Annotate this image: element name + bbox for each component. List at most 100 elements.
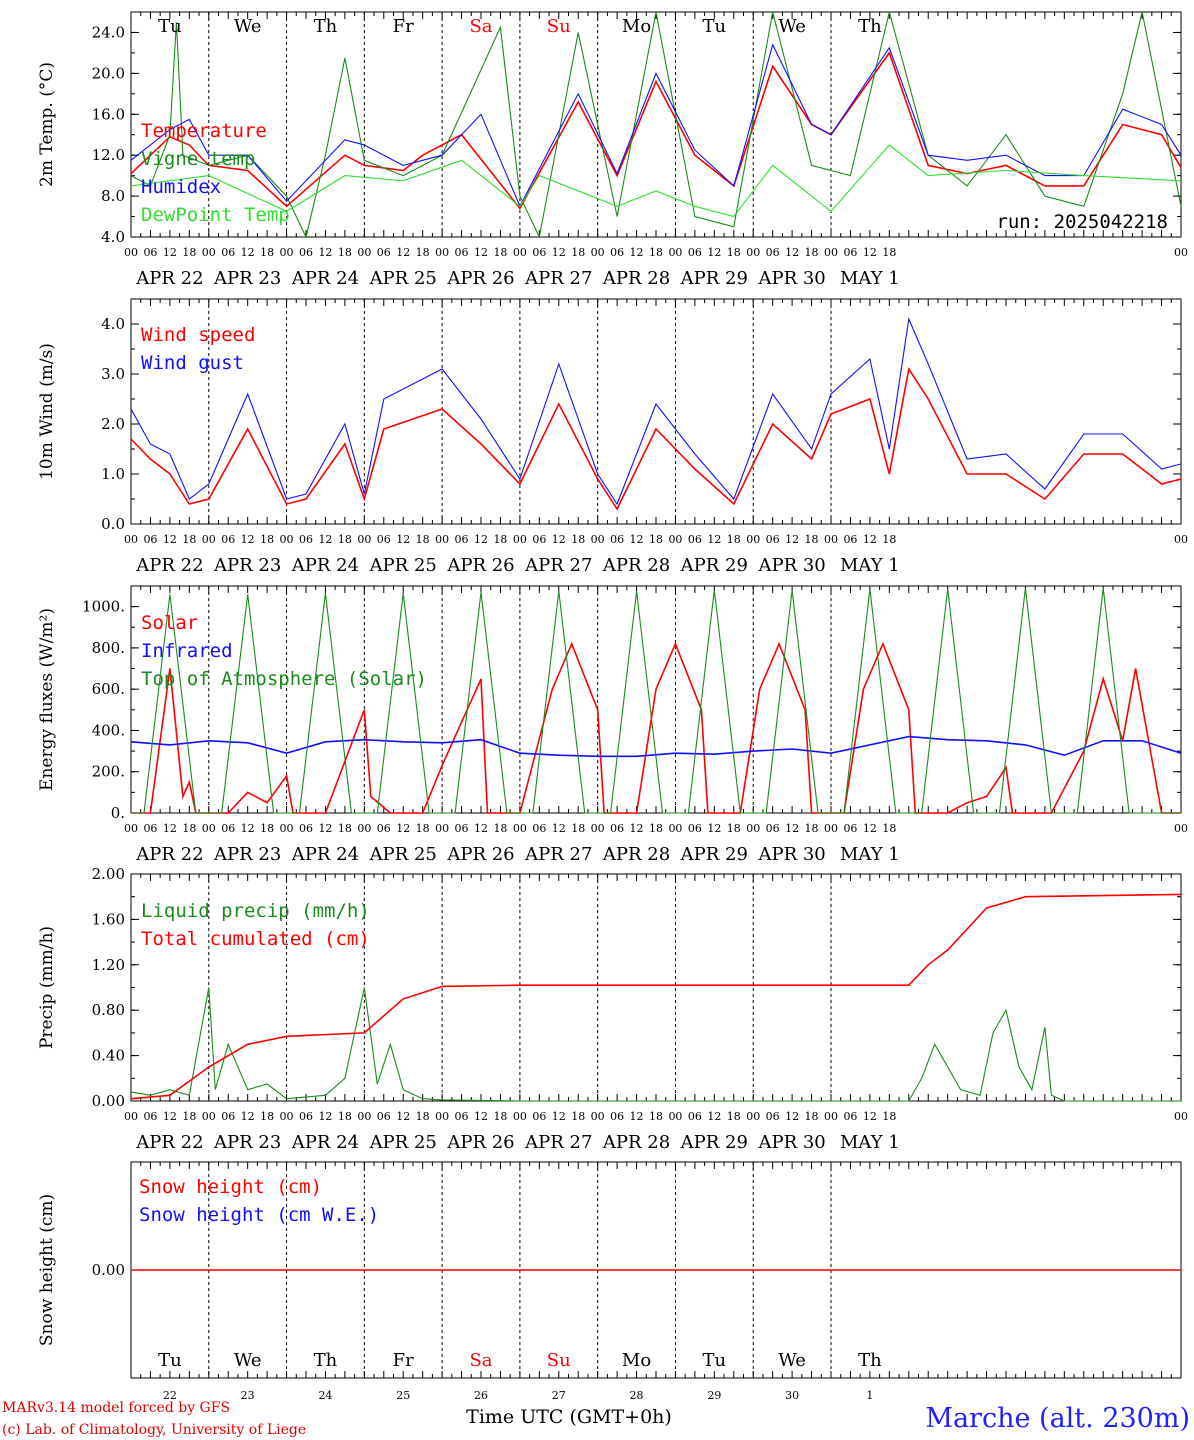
hour-tick-label: 18 (493, 246, 507, 259)
day-of-week-label: Sa (469, 16, 492, 37)
hour-tick-label: 06 (299, 1110, 313, 1123)
day-of-week-label: Tu (158, 16, 182, 37)
hour-tick-label: 06 (843, 246, 857, 259)
plot-frame (130, 298, 1182, 525)
hour-tick-label: 12 (630, 1110, 644, 1123)
date-label: APR 28 (602, 555, 670, 576)
hour-tick-label: 06 (377, 246, 391, 259)
hour-tick-label: 06 (532, 822, 546, 835)
date-label: APR 29 (680, 1132, 748, 1153)
footer-line-1: MARv3.14 model forced by GFS (2, 1400, 230, 1416)
hour-tick-label: 18 (338, 1110, 352, 1123)
date-label: APR 28 (602, 268, 670, 289)
hour-tick-label: 12 (785, 246, 799, 259)
hour-tick-label: 06 (610, 246, 624, 259)
day-of-week-label: Su (547, 1350, 571, 1371)
hour-tick-label: 18 (805, 533, 819, 546)
hour-tick-label: 06 (610, 1110, 624, 1123)
hour-tick-label: 00 (746, 246, 760, 259)
legend-dewpoint-temp: DewPoint Temp (141, 204, 290, 226)
y-tick-label: 0.40 (92, 1047, 125, 1065)
y-tick-label: 600. (92, 680, 125, 698)
hour-tick-label: 18 (182, 822, 196, 835)
x-axis-title: Time UTC (GMT+0h) (466, 1406, 672, 1428)
y-tick-label: 8.0 (101, 187, 125, 205)
hour-tick-label: 00 (824, 246, 838, 259)
y-tick-label: 12.0 (92, 146, 125, 164)
hour-tick-label: 12 (318, 533, 332, 546)
y-tick-label: 800. (92, 639, 125, 657)
hour-tick-label: 12 (474, 1110, 488, 1123)
hour-tick-label: 00 (668, 822, 682, 835)
y-tick-label: 400. (92, 721, 125, 739)
hour-tick-label: 06 (377, 533, 391, 546)
day-of-week-label: We (778, 16, 806, 37)
hour-tick-label: 12 (552, 533, 566, 546)
y-axis-label: Precip (mm/h) (37, 926, 57, 1049)
legend-wind-gust: Wind gust (141, 352, 244, 374)
hour-tick-label: 06 (455, 822, 469, 835)
day-of-week-label: Su (547, 16, 571, 37)
hour-tick-label: 18 (416, 533, 430, 546)
hour-tick-label: 12 (396, 246, 410, 259)
hour-tick-label: 00 (746, 822, 760, 835)
hour-tick-label: 12 (630, 822, 644, 835)
hour-tick-label: 06 (688, 822, 702, 835)
hour-tick-label: 06 (455, 246, 469, 259)
hour-tick-label: 18 (260, 822, 274, 835)
date-label: APR 29 (680, 555, 748, 576)
day-number-label: 1 (866, 1389, 873, 1402)
date-label: APR 30 (757, 555, 825, 576)
date-label: MAY 1 (840, 844, 900, 865)
day-number-label: 23 (241, 1389, 255, 1402)
date-label: APR 25 (369, 844, 437, 865)
y-tick-label: 1000. (82, 598, 125, 616)
legend-infrared: Infrared (141, 640, 233, 662)
y-tick-label: 1.60 (92, 910, 125, 928)
date-label: APR 23 (213, 1132, 281, 1153)
hour-tick-label: 18 (571, 1110, 585, 1123)
date-label: APR 27 (524, 844, 592, 865)
y-axis-label: Energy fluxes (W/m²) (37, 608, 57, 791)
hour-tick-label: 12 (396, 1110, 410, 1123)
hour-tick-label: 12 (552, 822, 566, 835)
day-of-week-label: We (778, 1350, 806, 1371)
hour-tick-label: 18 (260, 246, 274, 259)
hour-tick-label: 06 (532, 246, 546, 259)
y-tick-label: 0. (111, 804, 125, 822)
hour-tick-label: 18 (416, 246, 430, 259)
hour-tick-label: 00 (280, 1110, 294, 1123)
panel-4: 0.00 0.40 0.80 1.20 1.60 2.00 Precip (mm/h) 00 0… (37, 865, 1188, 1153)
hour-tick-label: 06 (688, 246, 702, 259)
hour-tick-label: 06 (766, 822, 780, 835)
day-number-label: 30 (785, 1389, 799, 1402)
legend-solar: Solar (141, 612, 198, 634)
date-label: MAY 1 (840, 1132, 900, 1153)
date-label: APR 26 (446, 844, 514, 865)
y-tick-label: 0.0 (101, 515, 125, 533)
y-axis-label: 10m Wind (m/s) (37, 343, 57, 480)
date-label: APR 30 (757, 268, 825, 289)
hour-tick-label: 18 (493, 533, 507, 546)
hour-tick-label: 00 (824, 533, 838, 546)
hour-tick-label: 00 (124, 533, 138, 546)
hour-tick-label: 18 (882, 822, 896, 835)
hour-tick-label: 00 (435, 822, 449, 835)
hour-tick-label: 12 (707, 246, 721, 259)
legend-snow-height-cm-w-e-: Snow height (cm W.E.) (139, 1204, 379, 1226)
y-tick-label: 3.0 (101, 365, 125, 383)
hour-tick-label: 12 (163, 822, 177, 835)
hour-tick-label: 06 (299, 246, 313, 259)
date-label: APR 29 (680, 268, 748, 289)
hour-tick-label: 18 (649, 822, 663, 835)
station-label: Marche (alt. 230m) (925, 1403, 1190, 1434)
series-wind-gust (130, 317, 1182, 506)
hour-tick-label: 00 (513, 1110, 527, 1123)
hour-tick-label: 06 (532, 1110, 546, 1123)
hour-tick-label: 00 (124, 822, 138, 835)
hour-tick-label: 00 (668, 246, 682, 259)
y-tick-label: 16.0 (92, 105, 125, 123)
hour-tick-label: 12 (630, 533, 644, 546)
day-of-week-label: Tu (158, 1350, 182, 1371)
